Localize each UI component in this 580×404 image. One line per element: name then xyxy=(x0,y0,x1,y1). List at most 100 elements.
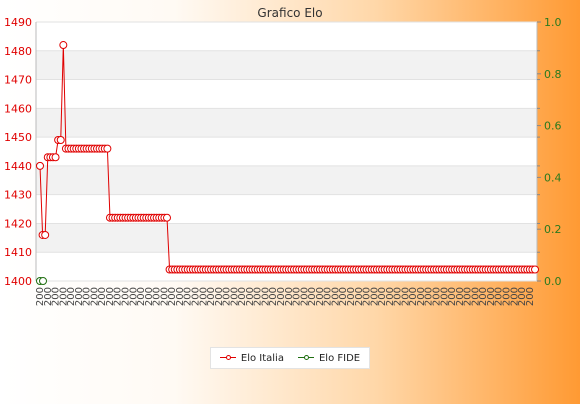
x-tick-label: 200 xyxy=(229,287,240,306)
point-elo-italia xyxy=(36,161,44,170)
x-tick-label: 200 xyxy=(494,287,505,306)
x-tick-label: 200 xyxy=(393,287,404,306)
series-layer xyxy=(36,41,539,285)
legend-label-elo-fide: Elo FIDE xyxy=(318,352,361,364)
x-tick-label: 200 xyxy=(260,287,271,306)
y-tick-label-left: 1410 xyxy=(4,246,32,259)
x-tick-label: 200 xyxy=(377,287,388,306)
grid-band xyxy=(36,108,537,138)
x-tick-label: 200 xyxy=(299,287,310,306)
y-tick-label-left: 1400 xyxy=(4,275,32,288)
x-tick-label: 200 xyxy=(385,287,396,306)
x-tick-label: 200 xyxy=(478,287,489,306)
y-tick-label-right: 1.0 xyxy=(544,16,562,29)
x-tick-label: 200 xyxy=(400,287,411,306)
y-tick-label-right: 0.0 xyxy=(544,275,562,288)
x-tick-label: 200 xyxy=(369,287,380,306)
x-tick-label: 200 xyxy=(206,287,217,306)
x-tick-label: 200 xyxy=(447,287,458,306)
y-tick-label-right: 0.6 xyxy=(544,120,562,133)
x-tick-label: 200 xyxy=(183,287,194,306)
x-tick-label: 200 xyxy=(74,287,85,306)
x-tick-label: 200 xyxy=(35,287,46,306)
x-tick-label: 200 xyxy=(144,287,155,306)
legend-item-elo-italia[interactable]: Elo Italia xyxy=(219,352,284,364)
y-axis-left: 1400 1410 1420 1430 1440 1450 1460 1470 1480 1490 xyxy=(4,16,37,288)
legend-swatch-elo-fide xyxy=(297,354,314,362)
legend: Elo Italia Elo FIDE xyxy=(210,347,370,369)
x-tick-label: 200 xyxy=(214,287,225,306)
x-tick-label: 200 xyxy=(346,287,357,306)
x-tick-label: 200 xyxy=(190,287,201,306)
x-tick-label: 200 xyxy=(517,287,528,306)
x-tick-label: 200 xyxy=(525,287,536,306)
legend-item-elo-fide[interactable]: Elo FIDE xyxy=(297,352,361,364)
x-tick-label: 200 xyxy=(268,287,279,306)
y-tick-label-left: 1470 xyxy=(4,74,32,87)
point-elo-fide xyxy=(39,277,47,285)
x-tick-label: 200 xyxy=(463,287,474,306)
x-tick-label: 200 xyxy=(509,287,520,306)
x-tick-label: 200 xyxy=(245,287,256,306)
x-tick-label: 200 xyxy=(175,287,186,306)
x-tick-label: 200 xyxy=(51,287,62,306)
y-tick-label-left: 1440 xyxy=(4,160,32,173)
x-tick-label: 200 xyxy=(338,287,349,306)
x-tick-label: 200 xyxy=(89,287,100,306)
point-elo-italia xyxy=(162,213,171,222)
x-tick-label: 200 xyxy=(97,287,108,306)
x-tick-label: 200 xyxy=(82,287,93,306)
x-tick-label: 200 xyxy=(323,287,334,306)
x-tick-label: 200 xyxy=(222,287,233,306)
x-tick-label: 200 xyxy=(198,287,209,306)
x-tick-label: 200 xyxy=(167,287,178,306)
x-tick-label: 200 xyxy=(307,287,318,306)
x-tick-label: 200 xyxy=(315,287,326,306)
x-tick-label: 200 xyxy=(501,287,512,306)
point-elo-italia xyxy=(103,144,112,153)
x-tick-label: 200 xyxy=(276,287,287,306)
y-tick-label-left: 1430 xyxy=(4,189,32,202)
point-elo-italia xyxy=(41,230,50,239)
x-axis-labels: 2002002002002002002002002002002002002002… xyxy=(35,287,536,306)
x-tick-label: 200 xyxy=(408,287,419,306)
x-tick-label: 200 xyxy=(362,287,373,306)
y-tick-label-right: 0.8 xyxy=(544,68,562,81)
x-tick-label: 200 xyxy=(105,287,116,306)
x-tick-label: 200 xyxy=(416,287,427,306)
x-tick-label: 200 xyxy=(292,287,303,306)
x-tick-label: 200 xyxy=(486,287,497,306)
x-tick-label: 200 xyxy=(66,287,77,306)
x-tick-label: 200 xyxy=(470,287,481,306)
y-tick-label-right: 0.2 xyxy=(544,223,562,236)
legend-label-elo-italia: Elo Italia xyxy=(240,352,284,364)
x-tick-label: 200 xyxy=(136,287,147,306)
x-tick-label: 200 xyxy=(58,287,69,306)
grid-band xyxy=(36,223,537,253)
x-tick-label: 200 xyxy=(159,287,170,306)
grid-band xyxy=(36,50,537,80)
x-tick-label: 200 xyxy=(237,287,248,306)
x-tick-label: 200 xyxy=(128,287,139,306)
y-tick-label-left: 1420 xyxy=(4,217,32,230)
x-tick-label: 200 xyxy=(330,287,341,306)
x-tick-label: 200 xyxy=(455,287,466,306)
point-elo-italia xyxy=(531,265,539,274)
x-tick-label: 200 xyxy=(43,287,54,306)
y-tick-label-left: 1460 xyxy=(4,102,32,115)
y-axis-right: 0.0 0.2 0.4 0.6 0.8 1.0 xyxy=(536,16,562,288)
point-elo-italia xyxy=(59,41,68,50)
y-tick-label-left: 1490 xyxy=(4,16,32,29)
chart-title: Grafico Elo xyxy=(257,6,322,20)
x-tick-label: 200 xyxy=(113,287,124,306)
x-tick-label: 200 xyxy=(354,287,365,306)
grid-band xyxy=(36,165,537,195)
y-tick-label-left: 1480 xyxy=(4,45,32,58)
legend-swatch-elo-italia xyxy=(219,354,236,362)
point-elo-italia xyxy=(56,135,65,144)
x-tick-label: 200 xyxy=(432,287,443,306)
x-tick-label: 200 xyxy=(439,287,450,306)
y-tick-label-right: 0.4 xyxy=(544,171,562,184)
